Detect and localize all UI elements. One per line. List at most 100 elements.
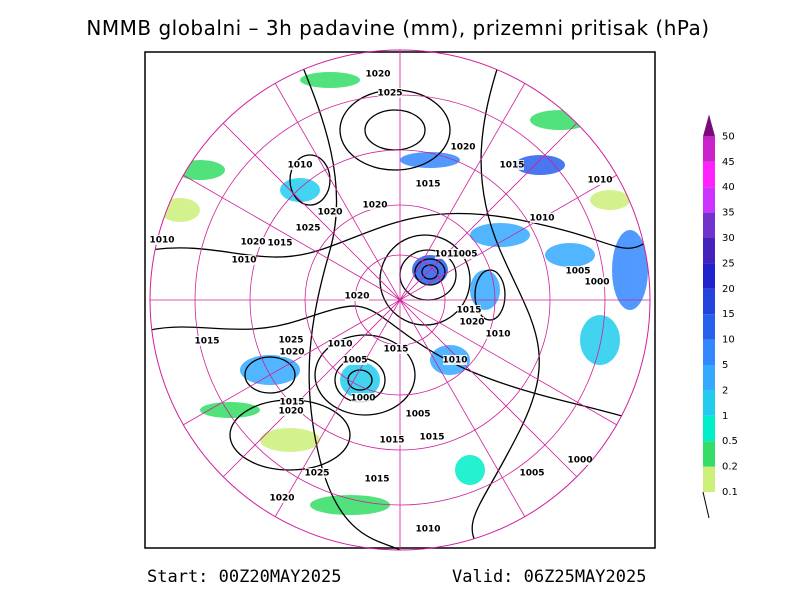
isobar-label: 1015 xyxy=(279,398,304,408)
isobar-label-bg xyxy=(378,88,402,98)
isobar-label-bg xyxy=(296,223,320,233)
isobar-label-bg xyxy=(351,393,375,403)
isobar-label-bg xyxy=(232,255,256,265)
isobar-label: 1020 xyxy=(459,318,484,328)
isobar-label: 1010 xyxy=(231,256,256,266)
isobar-label-bg xyxy=(279,335,303,345)
isobar-label: 1015 xyxy=(364,475,389,485)
isobar-label: 1015 xyxy=(419,433,444,443)
colorbar-swatch xyxy=(703,161,715,188)
colorbar-swatch xyxy=(703,339,715,365)
isobar-label-bg xyxy=(365,474,389,484)
isobar-label: 1020 xyxy=(317,208,342,218)
isobar-label: 1000 xyxy=(350,394,375,404)
isobar-label: 1005 xyxy=(405,410,430,420)
isobar-label: 1000 xyxy=(567,456,592,466)
isobar-label-bg xyxy=(363,200,387,210)
isobar-label: 1010 xyxy=(149,236,174,246)
isobar-label: 1000 xyxy=(584,278,609,288)
isobar-label: 1025 xyxy=(377,89,402,99)
isobar-label-bg xyxy=(270,493,294,503)
isobar-label: 1010 xyxy=(485,330,510,340)
isobar-label-bg xyxy=(568,455,592,465)
isobar-label-bg xyxy=(195,336,219,346)
isobar-label-bg xyxy=(585,277,609,287)
isobar-label: 1020 xyxy=(450,143,475,153)
colorbar-swatch xyxy=(703,288,715,315)
colorbar-label: 0.1 xyxy=(722,487,738,498)
isobar-label: 1005 xyxy=(452,250,477,260)
graticule xyxy=(150,50,650,550)
isobar-label: 1015 xyxy=(383,345,408,355)
colorbar-swatch xyxy=(703,314,715,340)
colorbar-label: 0.5 xyxy=(722,436,738,447)
colorbar-swatch xyxy=(703,114,715,137)
isobar-label-bg xyxy=(366,69,390,79)
colorbar-swatch xyxy=(703,390,715,416)
isobar-label-bg xyxy=(416,524,440,534)
isobar-label: 1010 xyxy=(287,161,312,171)
isobar-label: 1015 xyxy=(194,337,219,347)
colorbar-label: 1 xyxy=(722,411,728,422)
isobar-label-bg xyxy=(500,160,524,170)
isobar-label: 1015 xyxy=(499,161,524,171)
isobar-label-bg xyxy=(380,435,404,445)
isobar-label-bg xyxy=(384,344,408,354)
isobar-label-bg xyxy=(416,179,440,189)
isobar-label: 1020 xyxy=(278,407,303,417)
isobar-label: 1015 xyxy=(267,239,292,249)
colorbar-label: 35 xyxy=(722,208,735,219)
isobar-label: 1005 xyxy=(342,356,367,366)
start-time: Start: 00Z20MAY2025 xyxy=(147,567,341,587)
isobar-label: 1025 xyxy=(278,336,303,346)
isobar-label: 1010 xyxy=(434,250,459,260)
isobar-label: 1025 xyxy=(295,224,320,234)
isobar-label-bg xyxy=(435,249,459,259)
colorbar-swatch xyxy=(703,365,715,391)
isobar-label-bg xyxy=(288,160,312,170)
isobar-labels: 1020102510201015101010101010101510201020… xyxy=(149,69,613,535)
isobar-label-bg xyxy=(280,397,304,407)
isobar-label: 1020 xyxy=(269,494,294,504)
isobar-label-bg xyxy=(328,339,352,349)
colorbar-swatch xyxy=(703,263,715,289)
isobar-label: 1010 xyxy=(327,340,352,350)
isobar-label-bg xyxy=(460,317,484,327)
isobar-label: 1015 xyxy=(415,180,440,190)
isobar-label-bg xyxy=(318,207,342,217)
isobar-label-bg xyxy=(588,175,612,185)
isobar-label: 1010 xyxy=(587,176,612,186)
isobar-label: 1005 xyxy=(519,469,544,479)
colorbar-label: 0.2 xyxy=(722,462,738,473)
colorbar-swatch xyxy=(703,466,715,492)
isobar-label: 1010 xyxy=(529,214,554,224)
colorbar-swatch xyxy=(703,238,715,264)
isobar-label-bg xyxy=(451,142,475,152)
colorbar-label: 30 xyxy=(722,233,735,244)
colorbar-label: 15 xyxy=(722,309,735,320)
isobar-label: 1020 xyxy=(362,201,387,211)
isobar-label-bg xyxy=(305,468,329,478)
isobar-label: 1020 xyxy=(365,70,390,80)
colorbar-swatch xyxy=(703,136,715,162)
isobar-label-bg xyxy=(457,305,481,315)
colorbar-label: 45 xyxy=(722,157,735,168)
isobar-label-bg xyxy=(279,406,303,416)
globe xyxy=(150,50,650,550)
precip-areas xyxy=(160,72,648,515)
isobar-label-bg xyxy=(420,432,444,442)
isobar-label-bg xyxy=(443,355,467,365)
valid-time: Valid: 06Z25MAY2025 xyxy=(452,567,646,587)
isobar-label: 1010 xyxy=(442,356,467,366)
colorbar-swatch xyxy=(703,187,715,213)
isobar-label: 1010 xyxy=(415,525,440,535)
colorbar-swatch xyxy=(703,441,715,467)
isobar-label: 1005 xyxy=(565,267,590,277)
colorbar-tail xyxy=(702,491,710,519)
isobar-label-bg xyxy=(486,329,510,339)
isobar-label: 1015 xyxy=(456,306,481,316)
title: NMMB globalni – 3h padavine (mm), prizem… xyxy=(86,16,709,40)
isobar-label-bg xyxy=(345,291,369,301)
